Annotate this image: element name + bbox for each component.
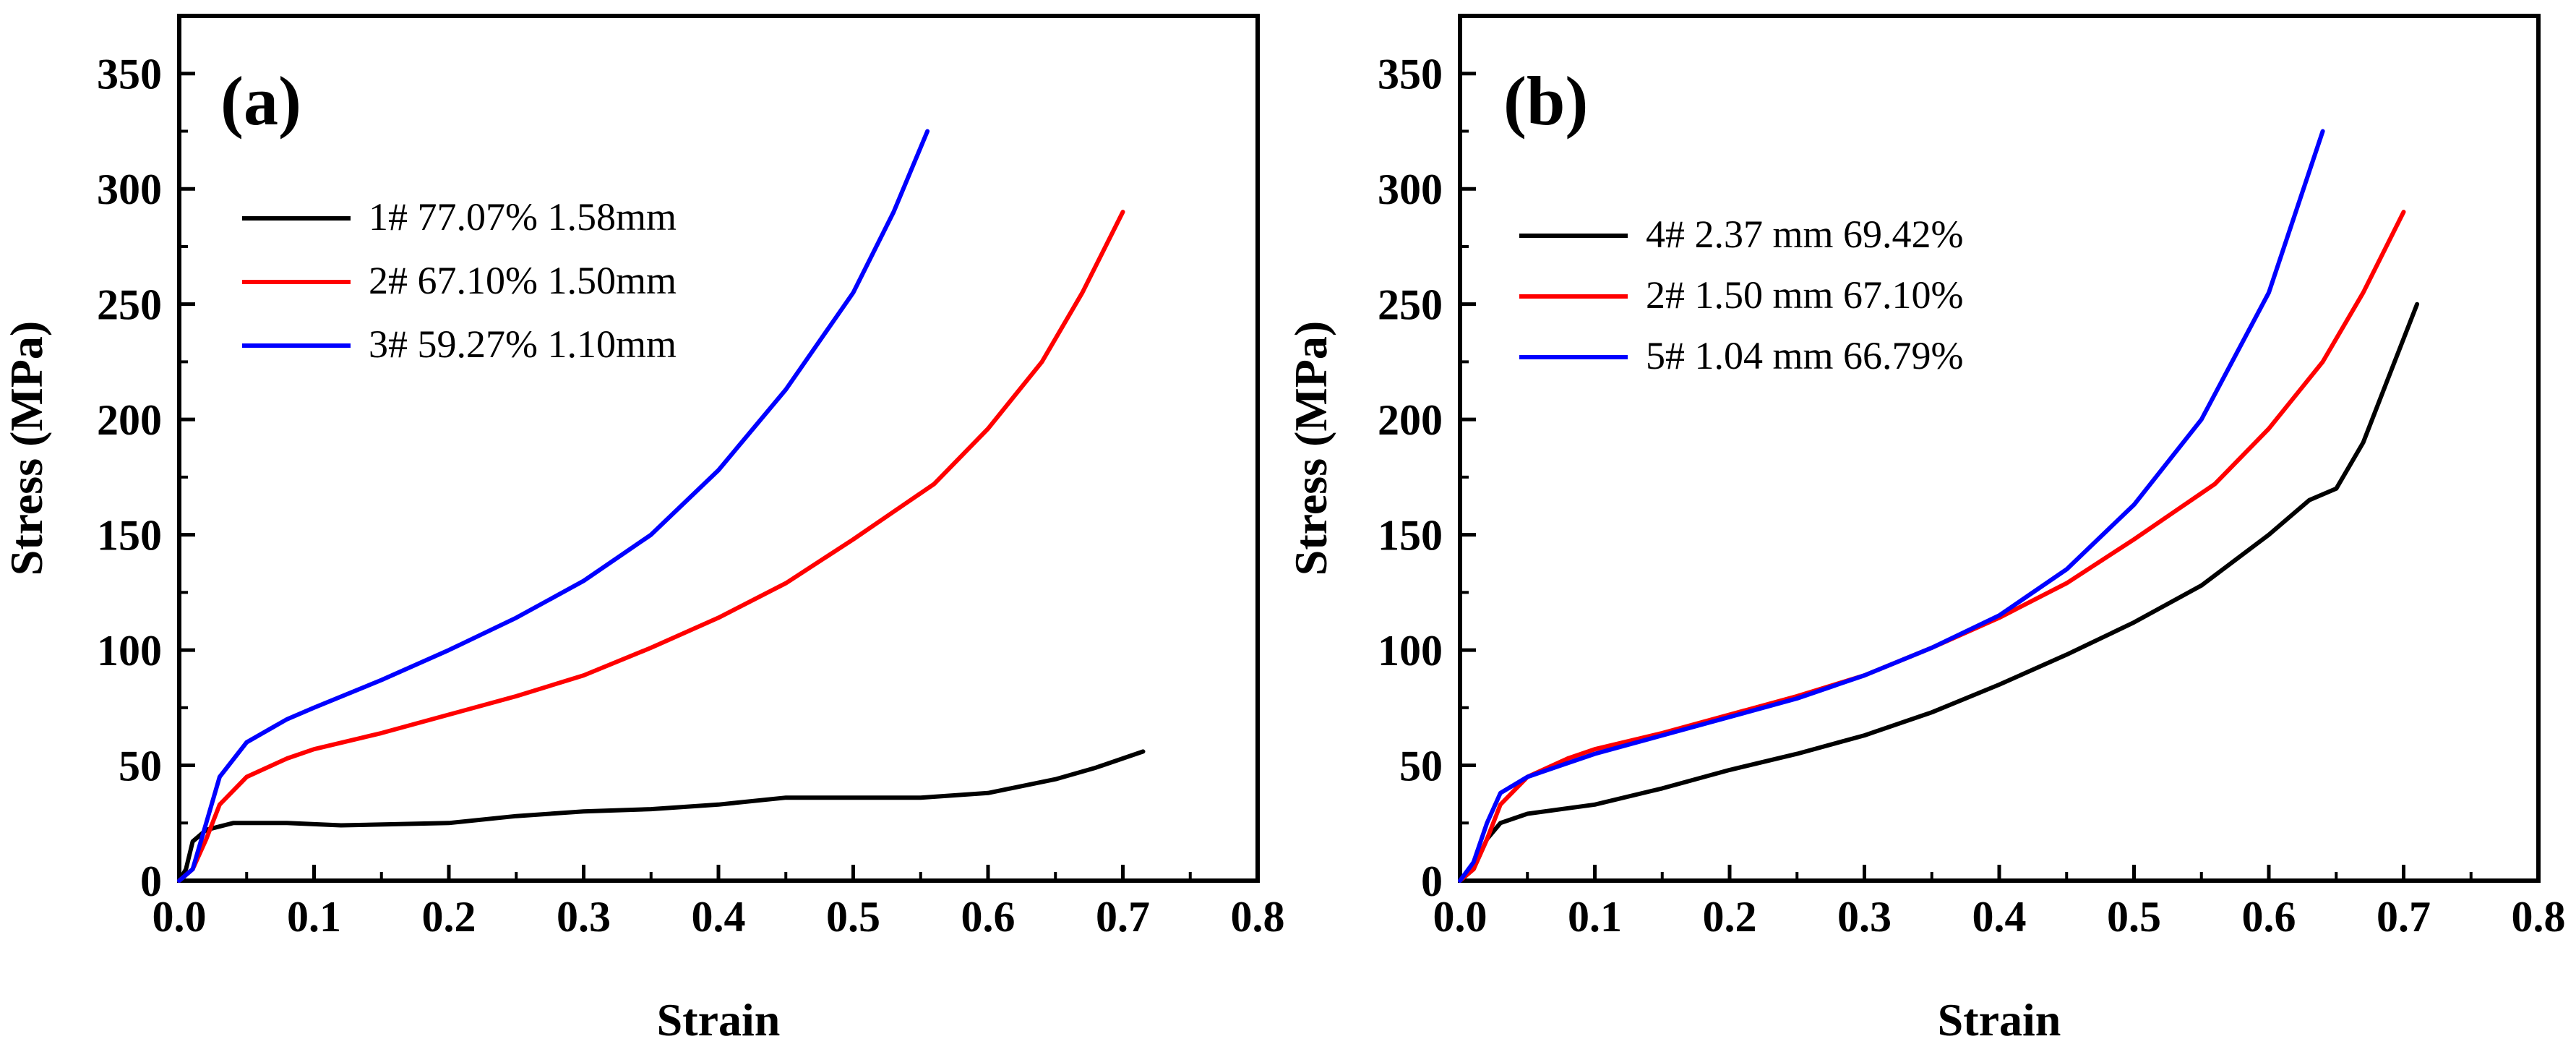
y-tick-label: 0 — [1421, 858, 1443, 905]
x-tick-label: 0.2 — [1703, 893, 1757, 941]
panel-label: (a) — [220, 62, 301, 140]
y-tick-label: 350 — [1378, 51, 1443, 98]
x-tick-label: 0.6 — [961, 893, 1016, 941]
x-tick-label: 0.2 — [422, 893, 476, 941]
legend-label: 4# 2.37 mm 69.42% — [1646, 213, 1964, 256]
series-line-3 — [1458, 129, 2325, 883]
y-tick-label: 100 — [97, 627, 162, 675]
x-tick-label: 0.7 — [1096, 893, 1150, 941]
x-axis-title: Strain — [657, 994, 781, 1045]
x-tick-label: 0.4 — [1972, 893, 2027, 941]
y-tick-label: 50 — [1399, 743, 1443, 790]
y-tick-label: 250 — [1378, 281, 1443, 329]
x-tick-label: 0.5 — [2107, 893, 2161, 941]
x-tick-label: 0.3 — [557, 893, 611, 941]
y-tick-label: 150 — [1378, 512, 1443, 560]
legend-label: 3# 59.27% 1.10mm — [369, 322, 677, 366]
series-line-2 — [177, 210, 1125, 883]
x-tick-label: 0.5 — [826, 893, 880, 941]
y-tick-label: 200 — [1378, 396, 1443, 444]
x-tick-label: 0.0 — [1433, 893, 1487, 941]
panel-label: (b) — [1503, 62, 1588, 140]
y-axis-title: Stress (MPa) — [1285, 321, 1336, 576]
x-tick-label: 0.0 — [153, 893, 207, 941]
plot-frame — [177, 14, 1260, 883]
y-tick-label: 100 — [1378, 627, 1443, 675]
legend-label: 1# 77.07% 1.58mm — [369, 195, 677, 239]
legend-label: 2# 1.50 mm 67.10% — [1646, 273, 1964, 317]
x-axis-title: Strain — [1938, 994, 2061, 1045]
y-tick-label: 300 — [1378, 166, 1443, 213]
x-tick-label: 0.8 — [2512, 893, 2566, 941]
x-tick-label: 0.7 — [2377, 893, 2431, 941]
panel-a: 0.0 0.1 0.2 0.3 0.4 0.5 0.6 0.7 0.8 0 50 100 150 200 2… — [1, 14, 1285, 1045]
x-tick-label: 0.6 — [2242, 893, 2296, 941]
y-tick-label: 250 — [97, 281, 162, 329]
x-tick-label: 0.4 — [692, 893, 746, 941]
legend-label: 2# 67.10% 1.50mm — [369, 259, 677, 302]
y-tick-label: 200 — [97, 396, 162, 444]
y-tick-label: 50 — [119, 743, 162, 790]
series-line-1 — [1458, 302, 2420, 883]
x-tick-label: 0.1 — [287, 893, 341, 941]
y-axis-title: Stress (MPa) — [1, 321, 52, 576]
x-tick-label: 0.3 — [1837, 893, 1892, 941]
x-tick-label: 0.1 — [1568, 893, 1622, 941]
y-tick-label: 350 — [97, 51, 162, 98]
y-tick-label: 0 — [140, 858, 162, 905]
series-line-3 — [177, 129, 930, 883]
plot-frame — [1458, 14, 2541, 883]
series-line-1 — [177, 749, 1146, 883]
legend-label: 5# 1.04 mm 66.79% — [1646, 334, 1964, 377]
x-tick-label: 0.8 — [1231, 893, 1285, 941]
panel-b: 0.0 0.1 0.2 0.3 0.4 0.5 0.6 0.7 0.8 0 50 100 150 200 2… — [1285, 14, 2566, 1045]
y-tick-label: 300 — [97, 166, 162, 213]
y-tick-label: 150 — [97, 512, 162, 560]
